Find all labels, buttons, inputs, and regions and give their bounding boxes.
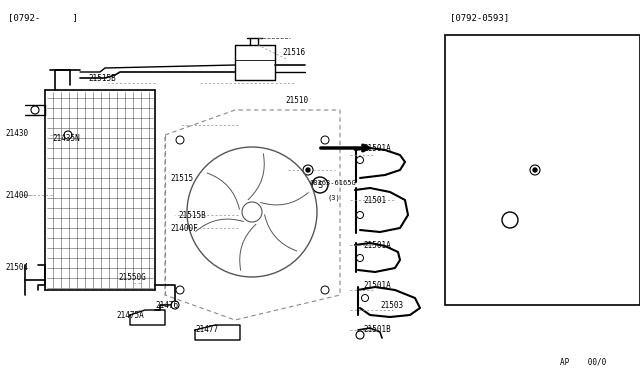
Text: 21430: 21430 xyxy=(5,128,28,138)
Circle shape xyxy=(171,301,179,309)
Circle shape xyxy=(306,168,310,172)
Text: 21515: 21515 xyxy=(475,119,498,128)
Text: [0792-      ]: [0792- ] xyxy=(8,13,78,22)
Text: 21550G: 21550G xyxy=(118,273,146,282)
Text: 21501A: 21501A xyxy=(363,144,391,153)
Text: 21515: 21515 xyxy=(170,173,193,183)
Circle shape xyxy=(362,295,369,301)
Text: 21435N: 21435N xyxy=(52,134,80,142)
Circle shape xyxy=(321,136,329,144)
Circle shape xyxy=(176,136,184,144)
Circle shape xyxy=(533,168,537,172)
Text: 21501A: 21501A xyxy=(363,280,391,289)
Text: 21504: 21504 xyxy=(5,263,28,273)
Text: 21515B: 21515B xyxy=(178,211,205,219)
Text: 21475A: 21475A xyxy=(116,311,144,320)
Text: (3): (3) xyxy=(328,195,340,201)
Circle shape xyxy=(356,254,364,262)
Circle shape xyxy=(356,331,364,339)
Circle shape xyxy=(502,212,518,228)
Text: S: S xyxy=(508,215,513,224)
Circle shape xyxy=(530,165,540,175)
Text: 21501A: 21501A xyxy=(363,241,391,250)
Circle shape xyxy=(64,131,72,139)
Text: 21400F: 21400F xyxy=(170,224,198,232)
Circle shape xyxy=(356,157,364,164)
Circle shape xyxy=(356,212,364,218)
Text: 21510: 21510 xyxy=(562,48,585,57)
Text: [0792-0593]: [0792-0593] xyxy=(450,13,509,22)
Text: 21515B: 21515B xyxy=(88,74,116,83)
Text: 08363-6165G: 08363-6165G xyxy=(500,212,547,218)
Text: 21501B: 21501B xyxy=(363,326,391,334)
Text: 21503: 21503 xyxy=(380,301,403,310)
Circle shape xyxy=(176,286,184,294)
Text: 21515B: 21515B xyxy=(493,103,521,112)
Text: 21515B: 21515B xyxy=(450,103,477,112)
Text: 21400: 21400 xyxy=(5,190,28,199)
Text: 21510: 21510 xyxy=(285,96,308,105)
Text: 21501: 21501 xyxy=(363,196,386,205)
Bar xyxy=(445,35,640,305)
Circle shape xyxy=(321,286,329,294)
Text: S: S xyxy=(317,180,323,189)
Text: 21477: 21477 xyxy=(195,326,218,334)
Text: 21516: 21516 xyxy=(282,48,305,57)
Text: AP    00/0: AP 00/0 xyxy=(560,357,606,366)
Text: (3): (3) xyxy=(520,225,532,231)
Circle shape xyxy=(31,106,39,114)
Text: 21516: 21516 xyxy=(537,71,560,80)
Circle shape xyxy=(303,165,313,175)
Text: 21476: 21476 xyxy=(155,301,178,310)
Circle shape xyxy=(312,177,328,193)
Text: 08363-6165G: 08363-6165G xyxy=(310,180,356,186)
